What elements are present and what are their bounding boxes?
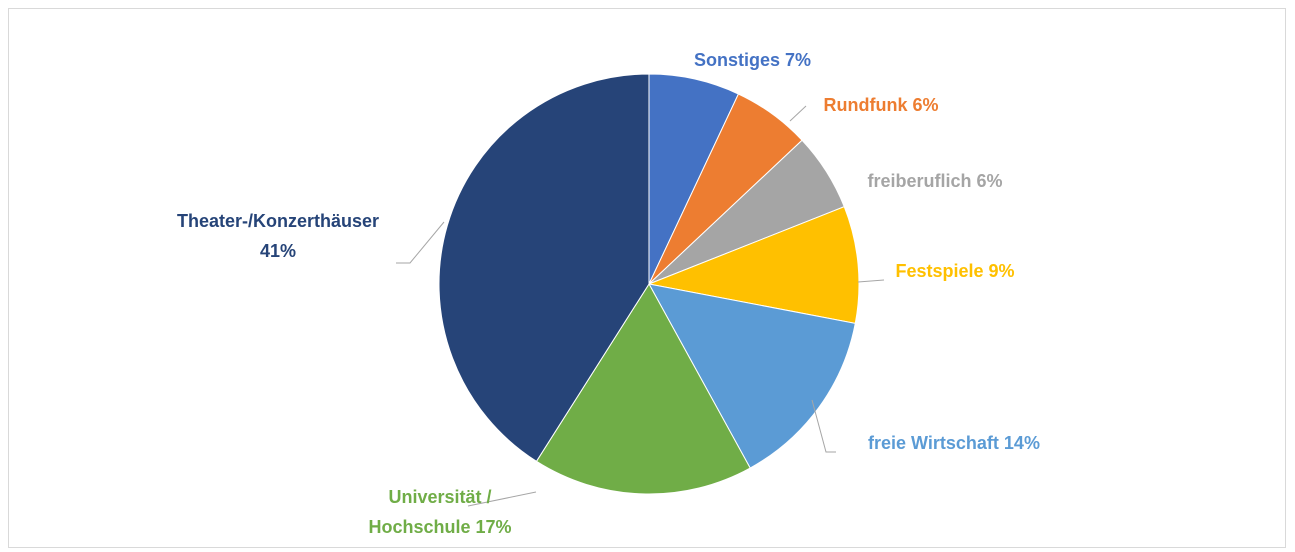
slice-label: Festspiele 9% bbox=[885, 256, 1025, 286]
value-label: 6% bbox=[912, 95, 939, 115]
category-name: Festspiele bbox=[895, 261, 984, 281]
category-name: Universität / Hochschule bbox=[368, 487, 492, 537]
category-name: Rundfunk bbox=[823, 95, 908, 115]
leader-line bbox=[811, 399, 836, 453]
pie-slice bbox=[438, 73, 650, 462]
value-label: 6% bbox=[976, 171, 1003, 191]
slice-label: Universität / Hochschule 17% bbox=[350, 482, 530, 542]
pie-slice bbox=[535, 283, 751, 495]
leader-line bbox=[467, 491, 537, 507]
value-label: 17% bbox=[475, 517, 512, 537]
pie-slice bbox=[648, 283, 856, 469]
leader-line bbox=[857, 279, 885, 283]
chart-frame bbox=[8, 8, 1286, 548]
category-name: freiberuflich bbox=[867, 171, 972, 191]
category-name: freie Wirtschaft bbox=[868, 433, 999, 453]
category-name: Theater-/Konzerthäuser bbox=[176, 211, 380, 231]
slice-label: Theater-/Konzerthäuser 41% bbox=[168, 206, 388, 266]
category-name: Sonstiges bbox=[693, 50, 780, 70]
slice-label: Sonstiges 7% bbox=[660, 45, 845, 75]
slice-label: freie Wirtschaft 14% bbox=[834, 428, 1074, 458]
leader-line bbox=[396, 221, 445, 264]
slice-label: Rundfunk 6% bbox=[806, 90, 956, 120]
value-label: 14% bbox=[1003, 433, 1040, 453]
value-label: 41% bbox=[259, 241, 297, 261]
slice-label: freiberuflich 6% bbox=[840, 166, 1030, 196]
value-label: 7% bbox=[785, 50, 812, 70]
pie-slice bbox=[647, 206, 860, 324]
value-label: 9% bbox=[988, 261, 1015, 281]
leader-line bbox=[789, 105, 807, 122]
